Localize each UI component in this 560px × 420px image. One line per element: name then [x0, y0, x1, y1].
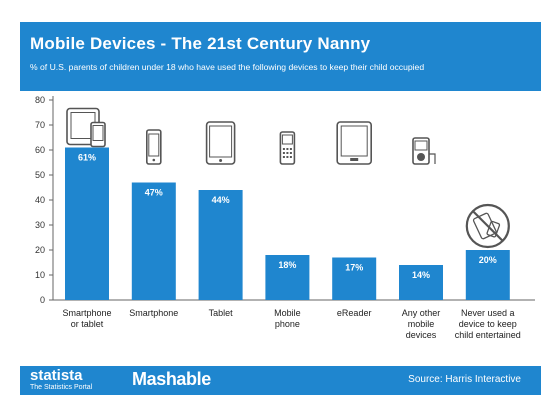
header-banner: Mobile Devices - The 21st Century Nanny …: [20, 22, 541, 91]
x-tick-label: eReader: [337, 308, 372, 318]
bar-6: [399, 265, 443, 300]
y-tick-label: 60: [35, 145, 45, 155]
x-tick-label: Smartphone or tablet: [62, 308, 111, 329]
bar-value-label: 44%: [212, 195, 230, 205]
y-tick-label: 50: [35, 170, 45, 180]
bar-1: [65, 147, 109, 300]
y-tick-label: 10: [35, 270, 45, 280]
y-tick-label: 40: [35, 195, 45, 205]
phone-and-tablet-icon: [66, 107, 106, 148]
infographic: Mobile Devices - The 21st Century Nanny …: [20, 22, 541, 395]
ereader-icon: [336, 121, 373, 165]
y-tick-label: 0: [40, 295, 45, 305]
footer-banner: statista The Statistics Portal Mashable …: [20, 366, 541, 395]
x-tick-label: Smartphone: [129, 308, 178, 318]
bar-value-label: 18%: [278, 260, 296, 270]
bar-2: [131, 182, 176, 300]
bar-4: [265, 255, 310, 300]
y-tick-label: 30: [35, 220, 45, 230]
x-tick-label: Tablet: [209, 308, 234, 318]
source-note: Source: Harris Interactive: [408, 374, 521, 385]
statista-tagline: The Statistics Portal: [30, 384, 93, 391]
y-tick-label: 20: [35, 245, 45, 255]
bar-value-label: 47%: [145, 188, 163, 198]
y-tick-label: 70: [35, 120, 45, 130]
tablet-icon: [205, 121, 236, 165]
smartphone-icon: [146, 129, 162, 165]
x-tick-label: Never used a device to keep child entertai…: [455, 308, 521, 340]
bar-value-label: 17%: [345, 263, 363, 273]
chart-subtitle: % of U.S. parents of children under 18 w…: [30, 62, 425, 72]
bar-value-label: 61%: [78, 153, 96, 163]
statista-logo: statista: [30, 367, 83, 384]
no-devices-icon: [465, 203, 510, 249]
bar-value-label: 14%: [412, 270, 430, 280]
music-player-icon: [412, 137, 436, 165]
bar-7: [465, 250, 510, 300]
mobile-phone-icon: [279, 131, 296, 165]
x-tick-label: Mobile phone: [274, 308, 301, 329]
bar-5: [332, 257, 377, 300]
x-tick-label: Any other mobile devices: [402, 308, 441, 340]
mashable-logo: Mashable: [132, 369, 211, 389]
chart-title: Mobile Devices - The 21st Century Nanny: [30, 34, 371, 53]
y-tick-label: 80: [35, 95, 45, 105]
bar-3: [198, 190, 243, 300]
bar-chart: 0 10 20 30 40 50 60 70 80 61% Smartphone or tablet 4…: [35, 95, 535, 340]
bar-value-label: 20%: [479, 255, 497, 265]
